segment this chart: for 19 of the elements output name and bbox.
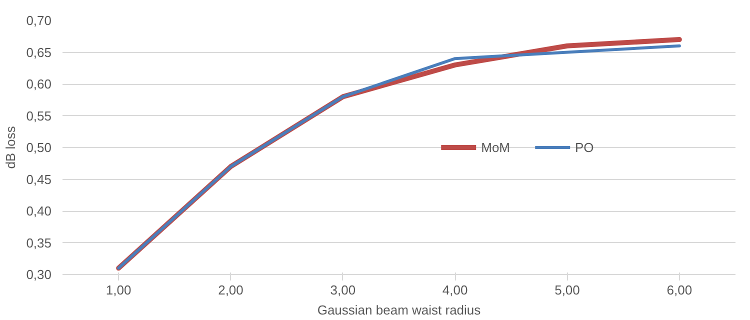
- x-tick-label: 4,00: [442, 282, 468, 298]
- legend-label: MoM: [481, 140, 510, 154]
- x-axis-title: Gaussian beam waist radius: [317, 302, 482, 318]
- y-tick-label: 0,50: [26, 140, 52, 155]
- x-tick-label: 6,00: [666, 282, 692, 298]
- y-tick-label: 0,30: [26, 267, 52, 282]
- y-tick-label: 0,60: [26, 76, 52, 92]
- x-tick-label: 3,00: [330, 282, 356, 298]
- y-tick-label: 0,40: [26, 204, 52, 218]
- x-tick-label: 2,00: [218, 282, 244, 298]
- y-tick-label: 0,55: [26, 108, 52, 124]
- y-tick-label: 0,45: [26, 172, 52, 187]
- legend-label: PO: [575, 140, 595, 154]
- y-tick-label: 0,35: [26, 235, 52, 250]
- x-tick-label: 1,00: [106, 282, 132, 298]
- y-tick-label: 0,65: [26, 44, 52, 60]
- y-axis-title: dB loss: [3, 126, 18, 169]
- x-tick-label: 5,00: [554, 282, 580, 298]
- y-tick-label: 0,70: [26, 13, 52, 28]
